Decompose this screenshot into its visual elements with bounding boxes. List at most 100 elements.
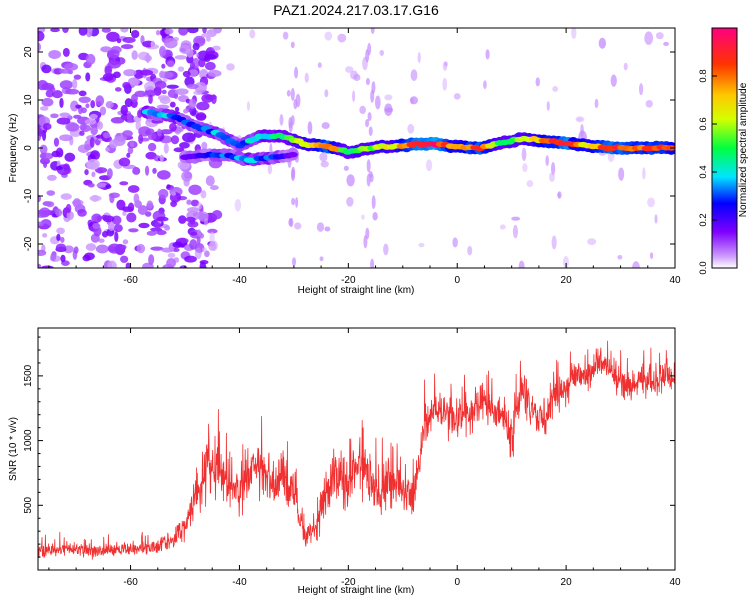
noise-blob xyxy=(50,28,60,33)
y-tick-label: 500 xyxy=(23,497,34,514)
noise-blob xyxy=(410,97,414,105)
snr-y-label: SNR (10 * v/v) xyxy=(8,417,19,481)
noise-blob xyxy=(638,83,644,96)
noise-blob xyxy=(359,105,366,115)
noise-blob xyxy=(545,155,550,167)
noise-blob xyxy=(38,30,45,42)
noise-blob xyxy=(205,175,215,187)
noise-blob xyxy=(59,80,74,90)
noise-blob xyxy=(72,198,81,209)
noise-blob xyxy=(371,195,376,210)
noise-blob xyxy=(79,130,85,136)
noise-blob xyxy=(59,112,71,118)
noise-blob xyxy=(132,78,139,86)
noise-blob xyxy=(157,170,171,180)
noise-blob xyxy=(199,68,209,80)
noise-blob xyxy=(95,95,105,107)
noise-blob xyxy=(195,112,207,121)
noise-blob xyxy=(59,97,64,109)
noise-blob xyxy=(194,82,207,93)
x-tick-label: 40 xyxy=(669,577,681,588)
noise-blob xyxy=(101,214,109,220)
noise-blob xyxy=(654,214,658,224)
noise-blob xyxy=(321,122,330,130)
noise-blob xyxy=(198,58,206,68)
noise-blob xyxy=(139,69,154,76)
x-tick-label: -60 xyxy=(123,577,138,588)
snr-background xyxy=(38,328,675,570)
noise-blob xyxy=(50,252,57,262)
noise-blob xyxy=(202,28,207,34)
noise-blob xyxy=(211,94,217,105)
noise-blob xyxy=(73,114,82,119)
noise-blob xyxy=(167,252,176,258)
noise-blob xyxy=(290,88,295,101)
noise-blob xyxy=(483,80,487,90)
colorbar-label: Normalized spectral amplitude xyxy=(738,82,749,217)
noise-blob xyxy=(366,159,371,173)
noise-blob xyxy=(186,49,194,58)
noise-blob xyxy=(197,202,203,210)
noise-blob xyxy=(647,197,655,208)
noise-blob xyxy=(186,83,199,89)
noise-blob xyxy=(182,70,191,78)
noise-blob xyxy=(104,65,112,76)
noise-blob xyxy=(65,203,72,214)
noise-blob xyxy=(126,112,133,123)
noise-blob xyxy=(39,144,48,155)
noise-blob xyxy=(80,124,91,132)
noise-blob xyxy=(410,69,418,81)
spectrogram-axes: -60 -40 -20 0 20 40 -20 -10 0 10 20 xyxy=(23,28,681,286)
noise-blob xyxy=(290,41,295,49)
noise-blob xyxy=(132,167,141,175)
noise-blob xyxy=(485,49,490,60)
colorbar-ticks: 0.0 0.2 0.4 0.6 0.8 xyxy=(698,69,717,275)
noise-blob xyxy=(105,147,110,152)
noise-blob xyxy=(43,161,48,169)
noise-blob xyxy=(119,181,129,186)
noise-blob xyxy=(99,106,107,116)
noise-blob xyxy=(127,202,135,212)
x-tick-label: 20 xyxy=(561,275,573,286)
noise-blob xyxy=(209,185,219,191)
noise-blob xyxy=(38,263,42,268)
noise-blob xyxy=(204,250,210,258)
colorbar-frame xyxy=(711,27,738,269)
y-tick-label: 1000 xyxy=(23,429,34,452)
noise-blob xyxy=(105,184,112,189)
noise-blob xyxy=(197,229,202,238)
noise-blob xyxy=(187,220,199,228)
noise-blob xyxy=(120,28,129,33)
noise-blob xyxy=(346,196,354,207)
noise-blob xyxy=(126,152,131,158)
noise-blob xyxy=(45,89,54,98)
noise-blob xyxy=(122,37,136,44)
noise-blob xyxy=(134,90,147,98)
x-tick-label: 20 xyxy=(561,577,573,588)
noise-blob xyxy=(499,224,506,230)
noise-blob xyxy=(89,113,98,120)
noise-blob xyxy=(580,124,584,137)
noise-blob xyxy=(107,49,120,59)
noise-blob xyxy=(50,113,59,119)
noise-blob xyxy=(177,66,185,72)
noise-blob xyxy=(195,52,199,58)
noise-blob xyxy=(94,167,108,174)
noise-blob xyxy=(267,164,273,175)
noise-blob xyxy=(107,260,117,268)
noise-blob xyxy=(38,131,45,137)
noise-blob xyxy=(161,63,166,69)
noise-blob xyxy=(39,207,51,218)
noise-blob xyxy=(80,107,87,114)
noise-blob xyxy=(138,222,150,229)
noise-blob xyxy=(73,74,82,80)
noise-blob xyxy=(122,81,131,89)
noise-blob xyxy=(156,230,167,236)
noise-blob xyxy=(288,121,293,133)
noise-blob xyxy=(549,172,555,182)
noise-blob xyxy=(183,108,189,114)
spectrogram-panel: -60 -40 -20 0 20 40 -20 -10 0 10 20 Height of stra… xyxy=(8,27,681,296)
noise-blob xyxy=(551,235,557,250)
y-tick-label: 10 xyxy=(23,94,34,106)
noise-blob xyxy=(210,240,218,251)
